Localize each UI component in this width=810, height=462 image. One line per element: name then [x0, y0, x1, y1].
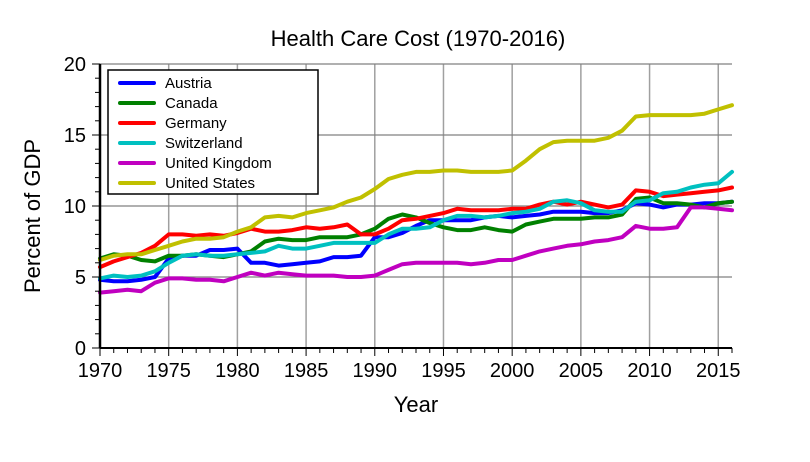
legend-item: Germany	[118, 115, 227, 132]
axes	[92, 63, 733, 356]
series-line-switzerland	[98, 169, 734, 281]
legend-item: Switzerland	[118, 135, 243, 152]
x-tick-label: 2005	[559, 360, 604, 382]
y-tick-label: 10	[64, 196, 86, 218]
y-tick-label: 0	[75, 338, 86, 360]
x-tick-label: 2000	[490, 360, 535, 382]
legend-label: Canada	[165, 95, 218, 112]
tick-labels: 0 5 10 15 20 1970 1975 1980 1985 1990 1995 2000 2005…	[64, 54, 741, 382]
legend-label: United Kingdom	[165, 155, 272, 172]
chart-title: Health Care Cost (1970-2016)	[271, 26, 566, 51]
series-line-united-states	[98, 103, 734, 262]
x-tick-label: 1970	[78, 360, 123, 382]
legend-label: Switzerland	[165, 135, 243, 152]
x-tick-label: 1980	[215, 360, 260, 382]
y-tick-label: 20	[64, 54, 86, 76]
series-line-germany	[98, 185, 734, 270]
legend-item: United Kingdom	[118, 155, 272, 172]
legend-item: United States	[118, 175, 255, 192]
legend-item: Austria	[118, 75, 212, 92]
series-line-united-kingdom	[98, 205, 734, 295]
y-tick-label: 15	[64, 125, 86, 147]
y-axis-label: Percent of GDP	[20, 139, 45, 293]
legend-label: United States	[165, 175, 255, 192]
series-lines	[98, 103, 734, 295]
x-tick-label: 1985	[284, 360, 329, 382]
x-tick-label: 2010	[627, 360, 672, 382]
legend-item: Canada	[118, 95, 218, 112]
x-axis-label: Year	[394, 392, 438, 417]
legend-box	[107, 69, 319, 195]
y-tick-label: 5	[75, 267, 86, 289]
x-tick-label: 1990	[353, 360, 398, 382]
x-tick-label: 1995	[421, 360, 466, 382]
x-tick-label: 1975	[146, 360, 191, 382]
x-tick-label: 2015	[696, 360, 741, 382]
legend-label: Austria	[165, 75, 212, 92]
legend: Austria Canada Germany Switzerland United Ki…	[107, 69, 319, 195]
legend-label: Germany	[165, 115, 227, 132]
